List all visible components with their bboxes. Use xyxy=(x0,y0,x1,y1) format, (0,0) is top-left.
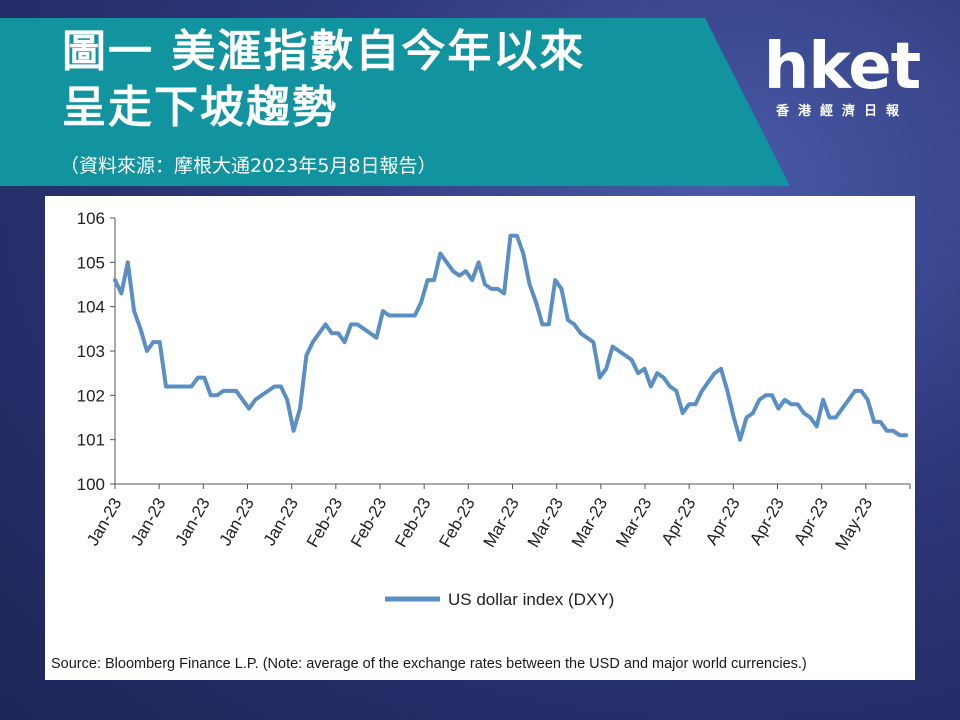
x-tick-label: Feb-23 xyxy=(303,495,346,551)
dxy-series-line xyxy=(113,233,908,442)
y-tick-label: 100 xyxy=(77,475,105,494)
logo-subtext: 香港經濟日報 xyxy=(775,104,908,119)
y-tick-label: 105 xyxy=(77,253,105,272)
x-tick-label: Jan-23 xyxy=(260,495,302,550)
x-tick-label: Feb-23 xyxy=(435,495,478,551)
page-title: 圖一 美滙指數自今年以來 呈走下坡趨勢 xyxy=(62,24,585,136)
x-tick-label: Mar-23 xyxy=(480,495,523,551)
x-tick-label: Feb-23 xyxy=(391,495,434,551)
x-tick-label: Apr-23 xyxy=(790,495,832,549)
y-tick-label: 106 xyxy=(77,209,105,228)
chart-source-note: Source: Bloomberg Finance L.P. (Note: av… xyxy=(51,656,807,672)
x-tick-label: Mar-23 xyxy=(524,495,567,551)
x-tick-label: Mar-23 xyxy=(612,495,655,551)
title-line-2: 呈走下坡趨勢 xyxy=(62,82,338,133)
x-tick-label: Apr-23 xyxy=(658,495,700,549)
x-tick-label: Feb-23 xyxy=(347,495,390,551)
hket-logo: hket 香港經濟日報 xyxy=(752,30,932,119)
x-tick-label: Jan-23 xyxy=(83,495,125,550)
y-tick-label: 104 xyxy=(77,298,105,317)
logo-text: hket xyxy=(763,30,921,104)
legend-label: US dollar index (DXY) xyxy=(448,590,614,609)
y-tick-label: 101 xyxy=(77,431,105,450)
y-tick-label: 102 xyxy=(77,386,105,405)
x-tick-label: Jan-23 xyxy=(171,495,213,550)
x-tick-label: Jan-23 xyxy=(127,495,169,550)
x-tick-label: Apr-23 xyxy=(702,495,744,549)
page-subtitle: （資料來源：摩根大通2023年5月8日報告） xyxy=(60,155,437,177)
chart-card: 100 101 102 103 104 105 106 Jan-23 Jan-23 Jan-23 J… xyxy=(45,196,915,680)
y-tick-label: 103 xyxy=(77,342,105,361)
x-tick-label: Jan-23 xyxy=(216,495,258,550)
x-tick-label: Apr-23 xyxy=(746,495,788,549)
x-tick-label: May-23 xyxy=(831,495,876,554)
title-banner xyxy=(0,18,790,186)
title-line-1: 圖一 美滙指數自今年以來 xyxy=(62,26,586,77)
x-tick-label: Mar-23 xyxy=(568,495,611,551)
